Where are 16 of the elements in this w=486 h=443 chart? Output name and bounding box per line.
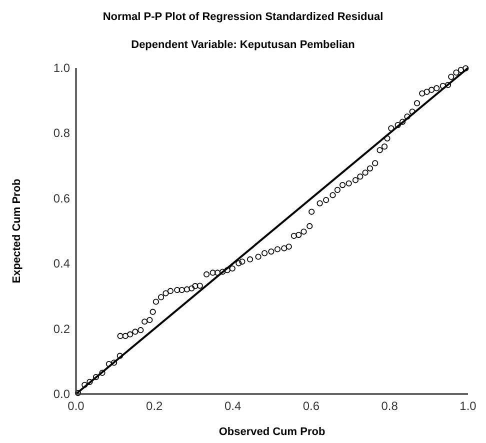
y-tick-label: 0.6 bbox=[53, 191, 70, 206]
x-tick-label: 1.0 bbox=[460, 399, 477, 413]
y-tick-label: 0.8 bbox=[53, 126, 70, 140]
chart-title: Normal P-P Plot of Regression Standardized Residual bbox=[102, 11, 384, 23]
x-tick-label: 0.4 bbox=[224, 399, 242, 413]
y-tick-label: 0.2 bbox=[53, 322, 70, 336]
x-axis-title: Observed Cum Prob bbox=[218, 426, 326, 438]
x-tick-label: 0.8 bbox=[381, 399, 398, 413]
y-tick-label: 1.0 bbox=[53, 61, 70, 75]
x-tick-label: 0.6 bbox=[302, 399, 320, 413]
x-tick-label: 0.0 bbox=[68, 399, 85, 413]
x-tick-label: 0.2 bbox=[146, 399, 164, 413]
y-tick-label: 0.4 bbox=[53, 256, 70, 271]
y-axis-title: Expected Cum Prob bbox=[11, 178, 23, 284]
y-tick-label: 0.0 bbox=[53, 387, 70, 401]
chart-subtitle: Dependent Variable: Keputusan Pembelian bbox=[131, 39, 356, 51]
